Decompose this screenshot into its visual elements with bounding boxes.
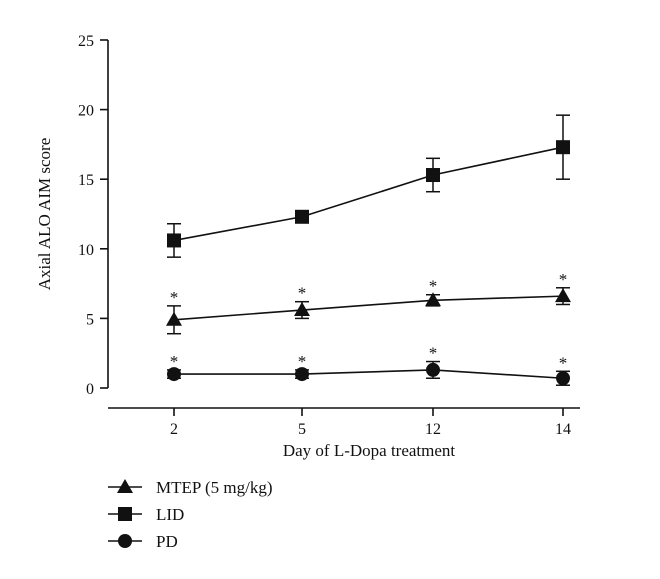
data-point-circle — [556, 371, 570, 386]
series-triangle: * * * * — [166, 270, 571, 335]
y-tick-label: 5 — [86, 311, 94, 328]
significance-marker: * — [429, 344, 438, 363]
series-line-triangle — [173, 295, 564, 321]
data-point-circle — [295, 367, 309, 382]
x-tick-label: 12 — [425, 421, 441, 438]
y-tick-label: 0 — [86, 381, 94, 398]
x-axis: 2 5 12 14 — [108, 407, 580, 438]
x-tick-label: 5 — [298, 421, 306, 438]
legend-label: LID — [156, 505, 184, 524]
series-line-circle — [174, 369, 564, 380]
y-tick-label: 10 — [78, 242, 94, 259]
data-point-square — [295, 209, 309, 224]
data-point-triangle — [166, 311, 182, 326]
legend-circle-icon — [118, 534, 132, 548]
data-point-square — [426, 168, 440, 183]
significance-marker: * — [298, 352, 307, 371]
series-layer: * * * * * * * * — [166, 114, 571, 386]
significance-marker: * — [298, 284, 307, 303]
significance-marker: * — [429, 277, 438, 296]
data-point-triangle — [555, 288, 571, 303]
legend-item-square: LID — [108, 505, 184, 524]
data-point-circle — [426, 362, 440, 377]
y-axis-title: Axial ALO AIM score — [35, 138, 54, 291]
series-line-square — [173, 146, 564, 242]
data-point-circle — [167, 367, 181, 382]
significance-marker: * — [170, 352, 179, 371]
data-point-square — [167, 233, 181, 248]
data-point-triangle — [294, 302, 310, 317]
y-tick-label: 15 — [78, 172, 94, 189]
x-axis-title: Day of L-Dopa treatment — [283, 441, 456, 460]
y-axis: 0 5 10 15 20 25 — [78, 33, 109, 398]
data-point-square — [556, 140, 570, 155]
legend-label: MTEP (5 mg/kg) — [156, 478, 272, 497]
legend-item-triangle: MTEP (5 mg/kg) — [108, 478, 272, 497]
x-tick-label: 14 — [555, 421, 571, 438]
legend: MTEP (5 mg/kg) LID PD — [108, 478, 272, 551]
data-point-triangle — [425, 292, 441, 307]
legend-item-circle: PD — [108, 532, 178, 551]
legend-label: PD — [156, 532, 178, 551]
legend-square-icon — [118, 507, 132, 521]
y-tick-label: 25 — [78, 33, 94, 50]
significance-marker: * — [559, 353, 568, 372]
significance-marker: * — [170, 288, 179, 307]
series-circle: * * * * — [167, 344, 570, 386]
series-square — [167, 114, 570, 258]
significance-marker: * — [559, 270, 568, 289]
y-tick-label: 20 — [78, 103, 94, 120]
x-tick-label: 2 — [170, 421, 178, 438]
legend-triangle-icon — [117, 479, 133, 493]
